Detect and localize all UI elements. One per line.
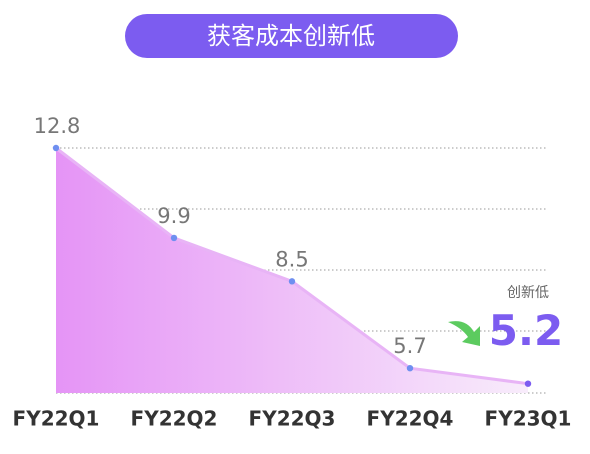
x-tick-label: FY22Q3: [249, 407, 336, 431]
value-label: 12.8: [34, 114, 81, 138]
arrow-icon: [448, 321, 480, 346]
value-label: 9.9: [157, 204, 190, 228]
point: [288, 278, 296, 285]
x-tick-label: FY23Q1: [485, 407, 572, 431]
area: [56, 148, 528, 393]
point: [406, 364, 414, 372]
title-pill: [125, 14, 458, 58]
x-tick-label: FY22Q4: [367, 407, 454, 431]
point: [52, 144, 60, 152]
chart-title: 获客成本创新低: [207, 22, 375, 50]
x-tick-label: FY22Q2: [131, 407, 218, 431]
point: [170, 234, 178, 242]
plot: 12.8 FY22Q1 9.9 FY22Q2 8.5 FY22Q3 5.7 FY22Q4 5.2…: [13, 114, 572, 431]
point: [524, 380, 532, 387]
x-tick-label: FY22Q1: [13, 407, 100, 431]
value-label: 5.2: [489, 306, 563, 355]
annotation: 创新低: [507, 285, 549, 301]
value-label: 8.5: [275, 247, 308, 271]
value-label: 5.7: [393, 334, 426, 358]
